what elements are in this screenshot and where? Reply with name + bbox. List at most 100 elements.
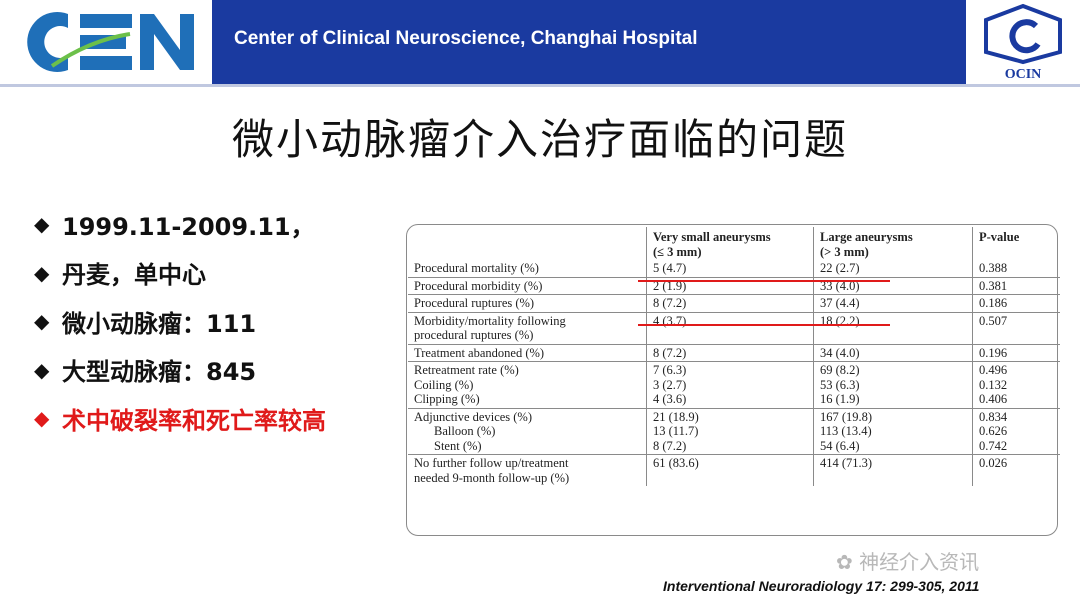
diamond-bullet-icon: ◆ xyxy=(34,309,50,334)
bullet-item: ◆ 1999.11-2009.11， xyxy=(34,200,394,249)
table-header-cell xyxy=(408,227,647,260)
table-row: Adjunctive devices (%) Balloon (%) Stent (… xyxy=(408,408,1060,455)
table-cell: 37 (4.4) xyxy=(813,294,973,312)
table-cell: 18 (2.2) xyxy=(813,312,973,344)
cell-line: 8 (7.2) xyxy=(653,438,687,453)
cell-line: 13 (11.7) xyxy=(653,424,699,438)
cell-line: 53 (6.3) xyxy=(820,377,860,392)
cell-line: 8 (7.2) xyxy=(653,345,687,360)
cell-line: 0.626 xyxy=(979,424,1008,438)
cell-line: Retreatment rate (%) xyxy=(414,363,519,377)
bullet-text: 微小动脉瘤：111 xyxy=(62,309,257,338)
cell-line: 16 (1.9) xyxy=(820,392,860,406)
table-row: Treatment abandoned (%) 8 (7.2) 34 (4.0) 0.… xyxy=(408,344,1060,362)
slide-title: 微小动脉瘤介入治疗面临的问题 xyxy=(231,115,848,164)
cell-line: No further follow up/treatment xyxy=(414,456,569,470)
header-line: Very small aneurysms xyxy=(653,230,771,244)
cell-line: 37 (4.4) xyxy=(820,296,860,310)
cell-line: 0.406 xyxy=(979,392,1008,406)
table-row: Procedural mortality (%) 5 (4.7) 22 (2.7) 0… xyxy=(408,260,1060,277)
cell-line: 414 (71.3) xyxy=(820,456,873,470)
cell-line: Procedural morbidity (%) xyxy=(414,278,543,293)
cell-line: Procedural mortality (%) xyxy=(414,261,539,275)
table-header-row: Very small aneurysms (≤ 3 mm) Large aneur… xyxy=(408,227,1060,260)
table-header-cell: Large aneurysms (> 3 mm) xyxy=(813,227,973,260)
table-cell: 22 (2.7) xyxy=(813,260,973,277)
highlight-underline-ruptures xyxy=(638,324,890,326)
cell-line: Coiling (%) xyxy=(414,377,474,392)
cell-line: 34 (4.0) xyxy=(820,345,860,360)
header-line: (> 3 mm) xyxy=(820,244,869,259)
table-header-cell: P-value xyxy=(972,227,1060,260)
header-line: Large aneurysms xyxy=(820,230,913,244)
bullet-item: ◆ 大型动脉瘤：845 xyxy=(34,346,394,395)
table-cell: 0.381 xyxy=(972,277,1060,295)
table-cell: 0.834 0.626 0.742 xyxy=(972,408,1060,455)
bullet-item: ◆ 术中破裂率和死亡率较高 xyxy=(34,394,394,443)
wechat-icon: ✿ xyxy=(836,550,860,574)
cell-line: 0.381 xyxy=(979,278,1008,293)
cell-line: 113 (13.4) xyxy=(820,424,872,438)
table-cell: 7 (6.3) 3 (2.7) 4 (3.6) xyxy=(646,361,814,408)
cell-line: Balloon (%) xyxy=(434,424,496,438)
cell-line: procedural ruptures (%) xyxy=(414,328,534,342)
table-row: Retreatment rate (%) Coiling (%) Clipping … xyxy=(408,361,1060,409)
header-title: Center of Clinical Neuroscience, Changha… xyxy=(234,28,698,49)
cell-line: Treatment abandoned (%) xyxy=(414,345,545,360)
cen-logo xyxy=(0,0,212,84)
cell-line: 22 (2.7) xyxy=(820,261,860,275)
table-cell: Procedural mortality (%) xyxy=(408,260,647,277)
bullet-item: ◆ 丹麦，单中心 xyxy=(34,249,394,298)
cell-line: 5 (4.7) xyxy=(653,261,687,275)
bullet-text: 1999.11-2009.11， xyxy=(62,212,315,241)
cell-line: 0.388 xyxy=(979,261,1008,275)
diamond-bullet-icon: ◆ xyxy=(34,357,50,382)
table-cell: 21 (18.9) 13 (11.7) 8 (7.2) xyxy=(646,408,814,455)
cell-line: needed 9-month follow-up (%) xyxy=(414,470,570,485)
ocin-logo: OCIN xyxy=(966,0,1080,84)
cell-line: 54 (6.4) xyxy=(820,438,860,453)
bullet-text: 丹麦，单中心 xyxy=(62,261,206,290)
table-cell: 0.388 xyxy=(972,260,1060,277)
cell-line: 0.496 xyxy=(979,363,1008,377)
table-cell: No further follow up/treatment needed 9-m… xyxy=(408,455,647,487)
table-cell: Adjunctive devices (%) Balloon (%) Stent (… xyxy=(408,408,647,455)
cell-line: 167 (19.8) xyxy=(820,409,873,424)
watermark: ✿ 神经介入资讯 xyxy=(836,546,979,575)
cell-line: 0.132 xyxy=(979,377,1008,392)
table-cell: Retreatment rate (%) Coiling (%) Clipping … xyxy=(408,362,647,409)
header-divider xyxy=(0,84,1080,87)
cell-line: 61 (83.6) xyxy=(653,456,699,470)
table-cell: 0.496 0.132 0.406 xyxy=(972,361,1060,408)
cell-line: 0.834 xyxy=(979,409,1008,424)
table-row: Procedural ruptures (%) 8 (7.2) 37 (4.4) 0.… xyxy=(408,294,1060,313)
header-line: P-value xyxy=(979,230,1020,244)
cell-line: Stent (%) xyxy=(434,438,482,453)
cell-line: 33 (4.0) xyxy=(820,278,860,293)
table-cell: Procedural ruptures (%) xyxy=(408,295,647,313)
diamond-bullet-icon: ◆ xyxy=(34,212,50,237)
table-cell: 0.196 xyxy=(972,344,1060,362)
bullet-text: 术中破裂率和死亡率较高 xyxy=(62,406,326,435)
cell-line: Morbidity/mortality following xyxy=(414,313,566,328)
bullet-list: ◆ 1999.11-2009.11， ◆ 丹麦，单中心 ◆ 微小动脉瘤：111 ◆ 大型动脉瘤… xyxy=(34,200,394,443)
table-header-cell: Very small aneurysms (≤ 3 mm) xyxy=(646,227,814,260)
table-row: Procedural morbidity (%) 2 (1.9) 33 (4.0) 0… xyxy=(408,277,1060,295)
highlight-underline-mortality xyxy=(638,280,890,282)
bullet-item: ◆ 微小动脉瘤：111 xyxy=(34,297,394,346)
table-cell: 167 (19.8) 113 (13.4) 54 (6.4) xyxy=(813,408,973,455)
table-cell: 69 (8.2) 53 (6.3) 16 (1.9) xyxy=(813,361,973,408)
cell-line: 21 (18.9) xyxy=(653,409,699,424)
table-cell: 0.026 xyxy=(972,454,1060,486)
cell-line: 3 (2.7) xyxy=(653,377,687,392)
table-row: Morbidity/mortality following procedural … xyxy=(408,312,1060,344)
cell-line: 0.742 xyxy=(979,438,1008,453)
cell-line: 69 (8.2) xyxy=(820,363,860,377)
diamond-bullet-icon: ◆ xyxy=(34,406,50,431)
table-cell: Morbidity/mortality following procedural … xyxy=(408,312,647,344)
cell-line: Clipping (%) xyxy=(414,392,480,406)
cell-line: 4 (3.6) xyxy=(653,392,687,406)
header-line: (≤ 3 mm) xyxy=(653,244,702,259)
cell-line: 0.186 xyxy=(979,296,1008,310)
citation: Interventional Neuroradiology 17: 299-30… xyxy=(663,578,980,594)
